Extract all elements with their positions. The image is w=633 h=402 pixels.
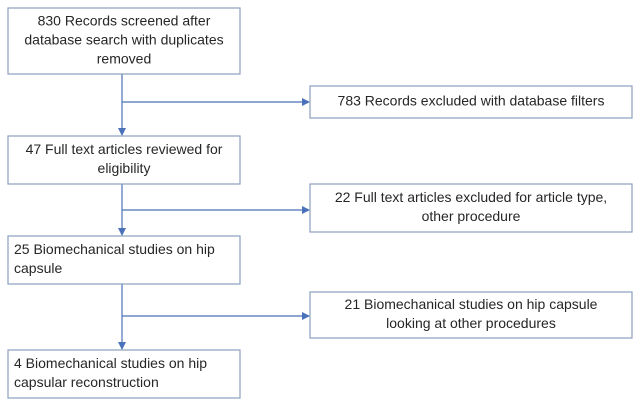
box-text: capsule <box>14 260 62 276</box>
box-border <box>7 235 241 285</box>
box-border <box>7 135 241 185</box>
box-text: 830 Records screened after <box>38 13 211 29</box>
box-text: removed <box>97 51 151 67</box>
box-border <box>7 349 241 399</box>
flow-box: 830 Records screened after database searc… <box>7 7 241 75</box>
box-text: 22 Full text articles excluded for artic… <box>335 189 607 205</box>
box-text: 25 Biomechanical studies on hip <box>14 241 215 257</box>
box-text: database search with duplicates <box>24 32 223 48</box>
box-border <box>309 85 633 119</box>
flow-box: 21 Biomechanical studies on hip capsule l… <box>309 291 633 339</box>
box-border <box>309 183 633 233</box>
box-border <box>309 291 633 339</box>
box-text: capsular reconstruction <box>14 374 159 390</box>
connectors <box>118 74 310 350</box>
box-text: 21 Biomechanical studies on hip capsule <box>345 296 598 312</box>
flow-box: 47 Full text articles reviewed for eligib… <box>7 135 241 185</box>
flow-box: 22 Full text articles excluded for artic… <box>309 183 633 233</box>
flow-box: 783 Records excluded with database filte… <box>309 85 633 119</box>
box-text: eligibility <box>98 160 151 176</box>
box-text: 4 Biomechanical studies on hip <box>14 355 207 371</box>
flow-box: 4 Biomechanical studies on hip capsular r… <box>7 349 241 399</box>
box-text: 47 Full text articles reviewed for <box>26 141 223 157</box>
box-text: looking at other procedures <box>386 315 556 331</box>
box-text: 783 Records excluded with database filte… <box>338 93 605 109</box>
flow-box: 25 Biomechanical studies on hip capsule <box>7 235 241 285</box>
box-border <box>7 7 241 75</box>
box-text: other procedure <box>422 208 521 224</box>
